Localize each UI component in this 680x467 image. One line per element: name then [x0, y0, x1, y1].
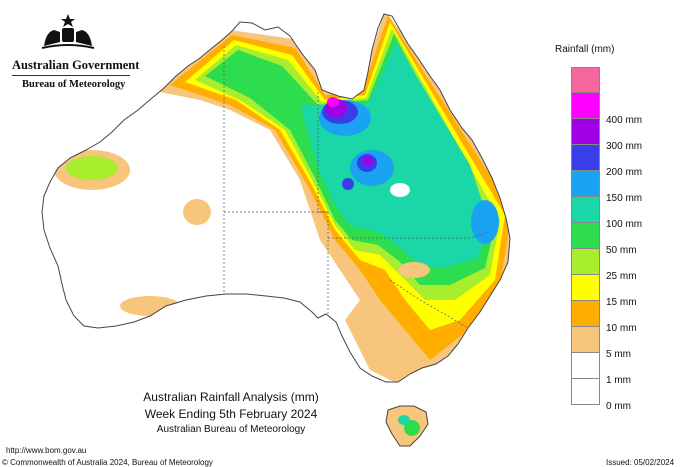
legend-label: 1 mm: [606, 375, 631, 386]
legend-swatch: [571, 223, 600, 249]
legend-swatch: [571, 197, 600, 223]
legend-label: 400 mm: [606, 115, 643, 126]
header-divider: [12, 75, 130, 76]
legend-label: 0 mm: [606, 401, 631, 412]
legend-label: 15 mm: [606, 297, 637, 308]
rainfall-zones: [54, 14, 510, 382]
legend-label: 50 mm: [606, 245, 637, 256]
legend-swatch: [571, 93, 600, 119]
legend-swatch: [571, 327, 600, 353]
tasmania-rain-zone-heavy: [398, 415, 410, 425]
map-title: Australian Rainfall Analysis (mm): [143, 390, 319, 404]
legend-swatch: [571, 275, 600, 301]
rainfall-legend: [571, 67, 600, 405]
legend-title: Rainfall (mm): [555, 44, 615, 55]
copyright-text: © Commonwealth of Australia 2024, Bureau…: [2, 458, 213, 467]
map-subtitle: Week Ending 5th February 2024: [144, 407, 318, 421]
legend-label: 300 mm: [606, 141, 643, 152]
government-title: Australian Government: [12, 58, 140, 72]
legend-label: 25 mm: [606, 271, 637, 282]
legend-swatch: [571, 119, 600, 145]
legend-label: 5 mm: [606, 349, 631, 360]
legend-swatch: [571, 171, 600, 197]
legend-swatch: [571, 301, 600, 327]
legend-swatch: [571, 249, 600, 275]
australia-outline: [41, 13, 511, 383]
legend-swatch: [571, 145, 600, 171]
legend-label: 200 mm: [606, 167, 643, 178]
legend-swatch: [571, 353, 600, 379]
legend-swatch: [571, 379, 600, 405]
legend-label: 10 mm: [606, 323, 637, 334]
coat-of-arms-icon: [41, 14, 95, 49]
tasmania-rain-zone: [404, 420, 420, 436]
issued-date: Issued: 05/02/2024: [606, 458, 675, 467]
legend-swatch: [571, 67, 600, 93]
map-title-block: Australian Rainfall Analysis (mm) Week E…: [136, 389, 326, 437]
agency-title: Bureau of Meteorology: [22, 79, 126, 90]
bom-url-link[interactable]: http://www.bom.gov.au: [6, 446, 87, 455]
legend-label: 150 mm: [606, 193, 643, 204]
map-source: Australian Bureau of Meteorology: [156, 424, 306, 435]
legend-label: 100 mm: [606, 219, 643, 230]
state-borders: [223, 46, 489, 329]
